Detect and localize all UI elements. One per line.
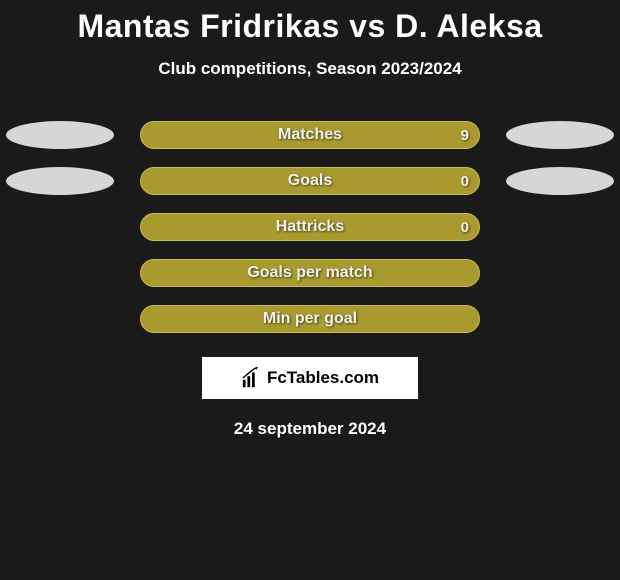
- stat-rows: Matches 9 Goals 0 Hattricks 0 Goals per match M…: [0, 121, 620, 333]
- stat-bar: Goals per match: [140, 259, 480, 287]
- date-text: 24 september 2024: [0, 419, 620, 439]
- chart-icon: [241, 367, 263, 389]
- branding-text: FcTables.com: [267, 368, 379, 388]
- stat-label: Matches: [278, 126, 342, 144]
- player-right-marker: [506, 167, 614, 195]
- stat-value-right: 0: [461, 219, 469, 236]
- stat-row: Matches 9: [0, 121, 620, 149]
- stats-comparison-card: Mantas Fridrikas vs D. Aleksa Club compe…: [0, 0, 620, 439]
- stat-bar: Matches 9: [140, 121, 480, 149]
- stat-label: Min per goal: [263, 310, 357, 328]
- player-left-marker: [6, 167, 114, 195]
- stat-row: Goals 0: [0, 167, 620, 195]
- stat-row: Goals per match: [0, 259, 620, 287]
- subtitle: Club competitions, Season 2023/2024: [0, 59, 620, 79]
- stat-bar: Goals 0: [140, 167, 480, 195]
- stat-bar: Hattricks 0: [140, 213, 480, 241]
- stat-value-right: 0: [461, 173, 469, 190]
- stat-value-right: 9: [461, 127, 469, 144]
- player-right-marker: [506, 121, 614, 149]
- branding-box: FcTables.com: [202, 357, 418, 399]
- stat-label: Goals: [288, 172, 332, 190]
- stat-row: Hattricks 0: [0, 213, 620, 241]
- stat-label: Goals per match: [247, 264, 372, 282]
- stat-bar: Min per goal: [140, 305, 480, 333]
- page-title: Mantas Fridrikas vs D. Aleksa: [0, 8, 620, 45]
- stat-row: Min per goal: [0, 305, 620, 333]
- player-left-marker: [6, 121, 114, 149]
- stat-label: Hattricks: [276, 218, 344, 236]
